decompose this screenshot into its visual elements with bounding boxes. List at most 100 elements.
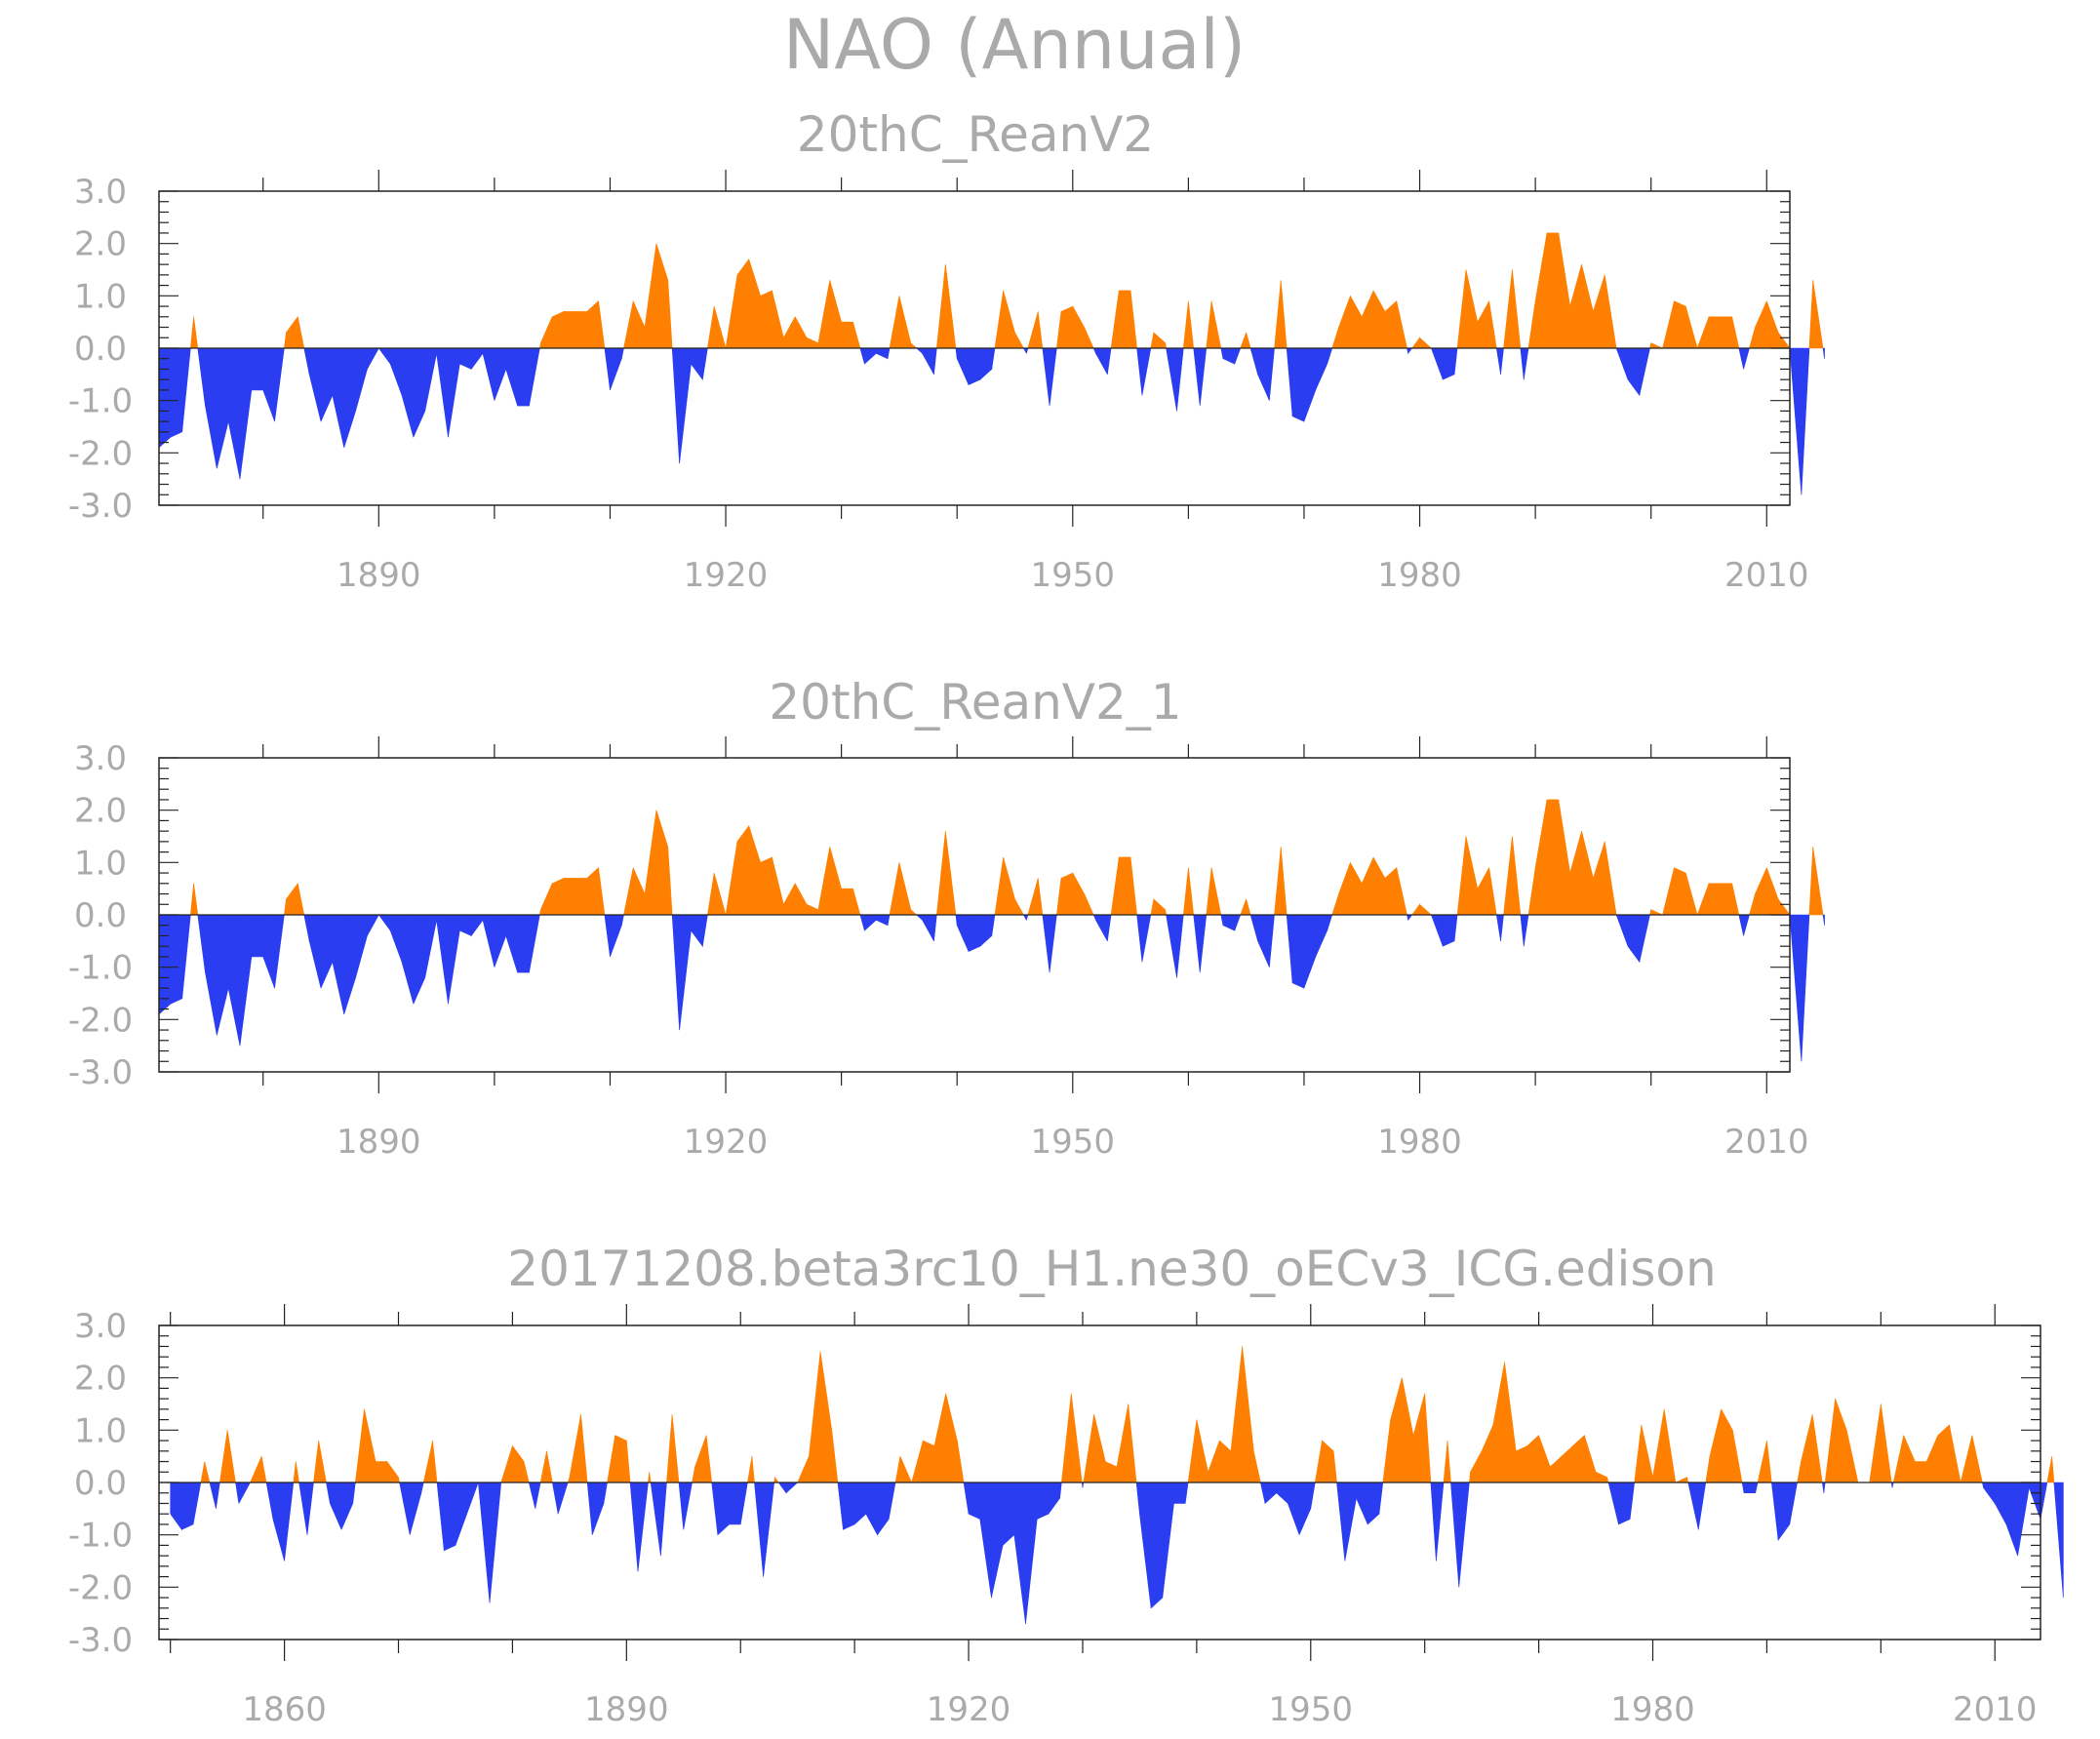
positive-area-segment <box>293 1461 297 1483</box>
positive-area-segment <box>632 300 646 349</box>
positive-area-segment <box>295 1461 299 1483</box>
negative-area-segment <box>377 347 391 366</box>
positive-area-segment <box>1072 305 1085 349</box>
positive-area-segment <box>551 877 565 916</box>
negative-area-segment <box>401 347 415 438</box>
positive-area-segment <box>398 1477 400 1483</box>
positive-area-segment <box>809 1351 821 1483</box>
negative-area-segment <box>1994 1482 2007 1525</box>
positive-area-segment <box>1331 327 1339 349</box>
positive-area-segment <box>760 856 773 916</box>
positive-area-segment <box>1083 1414 1094 1483</box>
negative-area-segment <box>1442 347 1455 380</box>
positive-area-segment <box>1182 300 1189 349</box>
positive-area-segment <box>945 264 957 349</box>
negative-area-segment <box>1618 1482 1631 1525</box>
negative-area-segment <box>922 347 934 375</box>
negative-area-segment <box>436 914 449 1005</box>
negative-area-segment <box>991 1482 1004 1599</box>
positive-area-segment <box>725 841 738 916</box>
negative-area-segment <box>1755 1482 1759 1493</box>
positive-area-segment <box>935 264 946 349</box>
negative-area-segment <box>1220 347 1224 359</box>
positive-area-segment <box>1419 336 1433 349</box>
positive-area-segment <box>190 316 194 349</box>
negative-area-segment <box>1983 1482 1996 1505</box>
positive-area-segment <box>607 1435 615 1483</box>
positive-area-segment <box>500 1445 513 1483</box>
negative-area-segment <box>1430 347 1444 380</box>
positive-area-segment <box>1210 300 1222 349</box>
negative-area-segment <box>1743 347 1750 370</box>
positive-area-segment <box>772 290 784 349</box>
positive-area-segment <box>1322 1440 1334 1483</box>
y-tick-label: 1.0 <box>74 277 127 316</box>
y-tick-label: -1.0 <box>68 1517 133 1556</box>
positive-area-segment <box>1488 867 1497 916</box>
positive-area-segment <box>1720 883 1733 916</box>
negative-area-segment <box>251 914 264 958</box>
negative-area-segment <box>1315 914 1327 958</box>
positive-area-segment <box>219 1430 228 1483</box>
positive-area-segment <box>432 1441 438 1483</box>
negative-area-segment <box>1627 347 1641 397</box>
positive-area-segment <box>1118 856 1131 916</box>
negative-area-segment <box>424 347 437 412</box>
negative-area-segment <box>1639 347 1650 396</box>
positive-area-segment <box>1187 1419 1198 1483</box>
positive-area-segment <box>1881 1403 1892 1483</box>
negative-area-segment <box>610 914 622 958</box>
negative-area-segment <box>729 1482 741 1525</box>
y-tick-label: 2.0 <box>74 225 127 264</box>
negative-area-segment <box>717 1482 730 1536</box>
negative-area-segment <box>1629 1482 1636 1520</box>
negative-area-segment <box>170 1482 182 1531</box>
positive-area-segment <box>1949 1424 1961 1483</box>
negative-area-segment <box>1095 914 1108 941</box>
x-tick-label: 1980 <box>1610 1690 1695 1729</box>
positive-area-segment <box>1465 269 1479 349</box>
negative-area-segment <box>586 1482 593 1535</box>
figure-title: NAO (Annual) <box>783 5 1246 85</box>
positive-area-segment <box>580 1414 588 1483</box>
x-tick-label: 1980 <box>1377 556 1462 595</box>
positive-area-segment <box>692 1466 695 1483</box>
positive-area-segment <box>1165 342 1167 349</box>
negative-area-segment <box>303 914 310 941</box>
negative-area-segment <box>170 347 183 438</box>
negative-area-segment <box>227 347 241 480</box>
positive-area-segment <box>1128 1403 1137 1483</box>
positive-area-segment <box>1055 878 1062 916</box>
positive-area-segment <box>725 274 738 349</box>
negative-area-segment <box>1743 914 1750 936</box>
negative-area-segment <box>1166 914 1177 978</box>
negative-area-segment <box>1367 1482 1380 1525</box>
positive-area-segment <box>284 898 287 916</box>
positive-area-segment <box>751 1456 755 1483</box>
negative-area-segment <box>1176 914 1184 978</box>
positive-area-segment <box>705 1435 713 1483</box>
negative-area-segment <box>377 914 391 932</box>
positive-area-segment <box>250 1456 262 1483</box>
positive-area-segment <box>1188 300 1195 349</box>
negative-area-segment <box>887 914 891 926</box>
negative-area-segment <box>1327 347 1333 365</box>
negative-area-segment <box>1139 1482 1152 1608</box>
positive-area-segment <box>1593 274 1605 349</box>
x-tick-label: 1920 <box>684 556 769 595</box>
negative-area-segment <box>239 914 253 1047</box>
negative-area-segment <box>343 914 356 1015</box>
negative-area-segment <box>1627 914 1641 964</box>
positive-area-segment <box>284 332 287 349</box>
negative-area-segment <box>864 347 877 365</box>
negative-area-segment <box>1453 347 1458 375</box>
positive-area-segment <box>1824 1399 1836 1483</box>
negative-area-segment <box>459 914 472 936</box>
negative-area-segment <box>158 347 172 449</box>
positive-area-segment <box>1280 280 1288 349</box>
positive-area-segment <box>540 883 553 916</box>
negative-area-segment <box>505 914 518 973</box>
negative-area-segment <box>1036 1482 1050 1521</box>
negative-area-segment <box>181 914 191 999</box>
panel-edison-model: 20171208.beta3rc10_H1.ne30_oECv3_ICG.edi… <box>68 1241 2064 1729</box>
